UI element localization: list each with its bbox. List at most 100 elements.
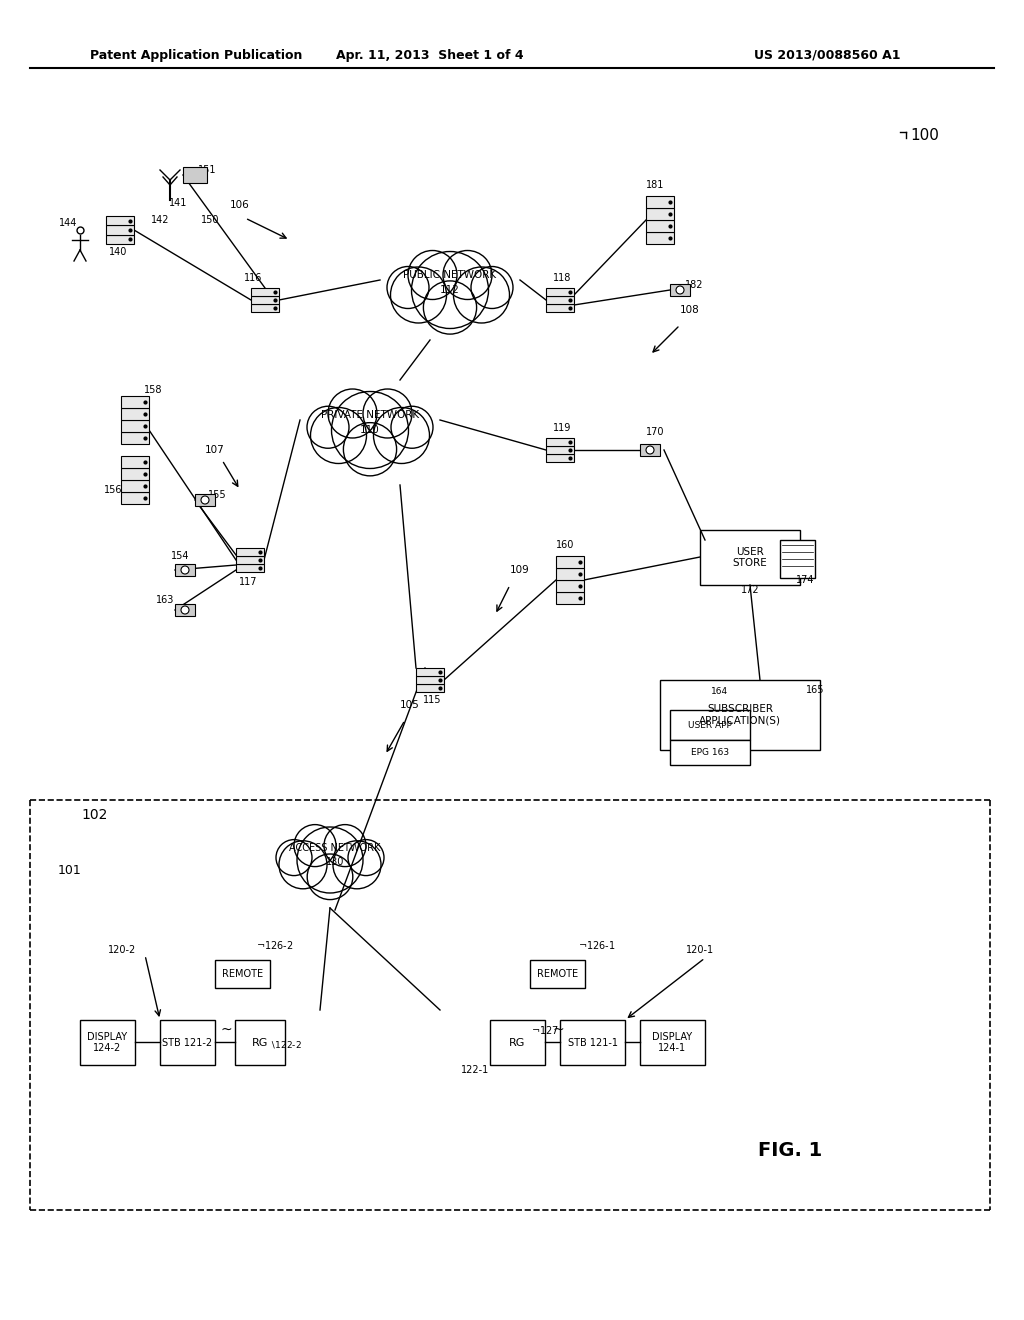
Bar bbox=[556, 568, 584, 579]
Text: REMOTE: REMOTE bbox=[537, 969, 579, 979]
Circle shape bbox=[390, 267, 446, 323]
Circle shape bbox=[348, 840, 384, 875]
FancyBboxPatch shape bbox=[670, 741, 750, 766]
FancyBboxPatch shape bbox=[670, 710, 750, 741]
Text: $\neg$126-2: $\neg$126-2 bbox=[256, 939, 294, 950]
Text: 156: 156 bbox=[103, 484, 122, 495]
Circle shape bbox=[181, 566, 189, 574]
Bar bbox=[556, 591, 584, 605]
Text: DISPLAY
124-2: DISPLAY 124-2 bbox=[87, 1032, 128, 1053]
Text: Apr. 11, 2013  Sheet 1 of 4: Apr. 11, 2013 Sheet 1 of 4 bbox=[336, 49, 524, 62]
Text: 164: 164 bbox=[712, 688, 728, 697]
FancyBboxPatch shape bbox=[660, 680, 820, 750]
Bar bbox=[416, 676, 444, 684]
Bar bbox=[175, 564, 195, 576]
Text: 144: 144 bbox=[58, 218, 77, 228]
Bar bbox=[546, 296, 574, 304]
Circle shape bbox=[297, 828, 362, 894]
Text: 158: 158 bbox=[143, 385, 162, 395]
Text: 172: 172 bbox=[740, 585, 760, 595]
Text: 118: 118 bbox=[553, 273, 571, 282]
Circle shape bbox=[412, 252, 488, 329]
Text: USER
STORE: USER STORE bbox=[732, 546, 767, 569]
Bar bbox=[121, 492, 150, 504]
Text: 142: 142 bbox=[151, 215, 169, 224]
Bar bbox=[106, 226, 134, 235]
Text: STB 121-1: STB 121-1 bbox=[567, 1038, 617, 1048]
Text: 160: 160 bbox=[556, 540, 574, 550]
FancyBboxPatch shape bbox=[560, 1020, 625, 1065]
FancyBboxPatch shape bbox=[490, 1020, 545, 1065]
Text: 110: 110 bbox=[360, 425, 380, 436]
Text: FIG. 1: FIG. 1 bbox=[758, 1140, 822, 1159]
Text: DISPLAY
124-1: DISPLAY 124-1 bbox=[652, 1032, 692, 1053]
Text: US 2013/0088560 A1: US 2013/0088560 A1 bbox=[754, 49, 900, 62]
Circle shape bbox=[408, 251, 457, 300]
Bar bbox=[646, 209, 674, 220]
Bar bbox=[646, 195, 674, 209]
Bar bbox=[121, 420, 150, 432]
Circle shape bbox=[310, 408, 367, 463]
Text: 119: 119 bbox=[553, 422, 571, 433]
Text: 130: 130 bbox=[326, 857, 344, 867]
Circle shape bbox=[333, 841, 381, 888]
Bar bbox=[251, 304, 279, 312]
Text: 112: 112 bbox=[440, 285, 460, 294]
Bar bbox=[646, 220, 674, 232]
Bar bbox=[106, 235, 134, 244]
Circle shape bbox=[471, 267, 513, 309]
Text: 117: 117 bbox=[239, 577, 257, 587]
Bar bbox=[236, 556, 264, 564]
Bar bbox=[121, 408, 150, 420]
Circle shape bbox=[443, 251, 492, 300]
Bar bbox=[546, 454, 574, 462]
Text: 165: 165 bbox=[806, 685, 824, 696]
Circle shape bbox=[676, 286, 684, 294]
Text: 141: 141 bbox=[169, 198, 187, 209]
Bar bbox=[546, 438, 574, 446]
Bar bbox=[106, 216, 134, 226]
Circle shape bbox=[454, 267, 510, 323]
Circle shape bbox=[279, 841, 327, 888]
Text: 109: 109 bbox=[510, 565, 529, 576]
Text: RG: RG bbox=[252, 1038, 268, 1048]
Circle shape bbox=[294, 825, 336, 867]
Bar bbox=[121, 432, 150, 444]
FancyBboxPatch shape bbox=[80, 1020, 135, 1065]
Text: 154: 154 bbox=[171, 550, 189, 561]
Text: 120-1: 120-1 bbox=[686, 945, 714, 954]
Text: 182: 182 bbox=[685, 280, 703, 290]
Text: ~: ~ bbox=[220, 1023, 231, 1038]
Bar bbox=[546, 288, 574, 296]
Bar bbox=[416, 684, 444, 692]
Text: SUBSCRIBER
APPLICATION(S): SUBSCRIBER APPLICATION(S) bbox=[699, 704, 781, 726]
Text: $\neg$126-1: $\neg$126-1 bbox=[579, 939, 615, 950]
Bar bbox=[195, 494, 215, 506]
Text: 115: 115 bbox=[423, 696, 441, 705]
Bar bbox=[236, 548, 264, 556]
Bar bbox=[121, 469, 150, 480]
Text: 170: 170 bbox=[646, 426, 665, 437]
Circle shape bbox=[423, 281, 476, 334]
Text: $\setminus$122-2: $\setminus$122-2 bbox=[268, 1040, 301, 1051]
Text: STB 121-2: STB 121-2 bbox=[163, 1038, 213, 1048]
Circle shape bbox=[181, 606, 189, 614]
Circle shape bbox=[362, 389, 412, 438]
Bar bbox=[236, 564, 264, 572]
FancyBboxPatch shape bbox=[160, 1020, 215, 1065]
Circle shape bbox=[646, 446, 654, 454]
FancyBboxPatch shape bbox=[700, 531, 800, 585]
Bar bbox=[183, 168, 207, 183]
Text: Patent Application Publication: Patent Application Publication bbox=[90, 49, 302, 62]
FancyBboxPatch shape bbox=[640, 1020, 705, 1065]
Circle shape bbox=[324, 825, 366, 867]
Circle shape bbox=[328, 389, 377, 438]
Text: EPG 163: EPG 163 bbox=[691, 748, 729, 756]
Text: 140: 140 bbox=[109, 247, 127, 257]
Text: 151: 151 bbox=[198, 165, 216, 176]
Bar bbox=[121, 480, 150, 492]
Text: 120-2: 120-2 bbox=[108, 945, 136, 954]
Bar bbox=[121, 396, 150, 408]
Text: REMOTE: REMOTE bbox=[222, 969, 263, 979]
Circle shape bbox=[387, 267, 429, 309]
